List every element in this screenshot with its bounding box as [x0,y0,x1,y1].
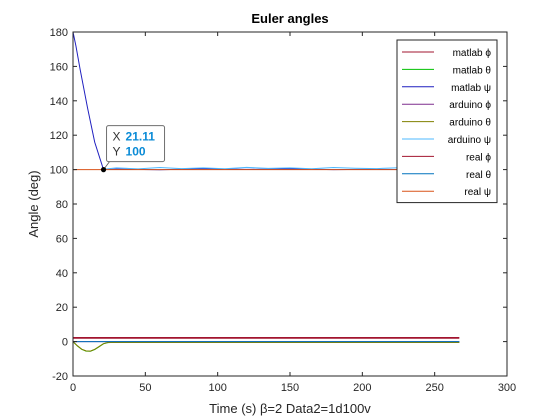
datatip-y-value: 100 [126,145,146,159]
legend-entry-label: real θ [466,170,491,181]
legend-entry-label: matlab ϕ [453,48,492,59]
datatip[interactable]: X 21.11 Y 100 [100,125,166,173]
x-axis-label: Time (s) β=2 Data2=1d100v [209,401,371,416]
legend-entry-label: arduino ψ [448,135,491,146]
y-tick-label: 0 [62,337,68,349]
datatip-x-label: X [113,130,121,144]
datatip-marker [100,167,107,173]
x-tick-label: 0 [70,382,76,394]
legend-entry-label: matlab θ [453,65,492,76]
y-tick-label: 20 [56,302,68,314]
datatip-x-value: 21.11 [126,130,156,144]
y-tick-label: 80 [56,199,68,211]
y-tick-label: 60 [56,233,68,245]
legend-entry-label: real ϕ [466,152,491,163]
legend-entry-label: arduino θ [449,118,491,129]
legend-entry-label: matlab ψ [451,83,491,94]
x-tick-label: 150 [281,382,299,394]
datatip-y-label: Y [113,145,121,159]
datatip-box [106,125,166,163]
y-tick-label: 160 [50,61,68,73]
series-line-5 [72,341,460,352]
legend-entry-label: real ψ [464,187,491,198]
legend[interactable]: matlab ϕ matlab θ matlab ψ arduino ϕ arduino… [396,39,498,204]
x-tick-label: 200 [353,382,371,394]
y-axis-label: Angle (deg) [26,170,41,237]
x-tick-label: 50 [139,382,151,394]
chart-title: Euler angles [251,11,328,26]
y-tick-label: 140 [50,96,68,108]
x-tick-label: 300 [498,382,516,394]
y-tick-label: 40 [56,268,68,280]
y-tick-label: 180 [50,27,68,39]
legend-entry-label: arduino ϕ [449,100,491,111]
x-tick-label: 250 [425,382,443,394]
y-tick-label: 120 [50,130,68,142]
y-tick-label: -20 [52,371,68,383]
ticks-layer: 0 50 100 150 200 250 300-200204060801001201401… [50,27,517,394]
series-layer [72,31,460,352]
x-tick-label: 100 [208,382,226,394]
y-tick-label: 100 [50,165,68,177]
